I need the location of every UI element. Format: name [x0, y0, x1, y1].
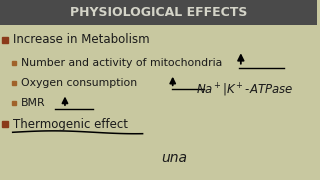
Text: BMR: BMR	[20, 98, 45, 108]
FancyBboxPatch shape	[0, 0, 317, 25]
Text: Increase in Metabolism: Increase in Metabolism	[13, 33, 149, 46]
Text: PHYSIOLOGICAL EFFECTS: PHYSIOLOGICAL EFFECTS	[70, 6, 247, 19]
Text: Na$^+$|K$^+$-ATPase: Na$^+$|K$^+$-ATPase	[196, 81, 294, 99]
Text: Number and activity of mitochondria: Number and activity of mitochondria	[20, 58, 222, 68]
Text: una: una	[161, 151, 187, 165]
Text: Oxygen consumption: Oxygen consumption	[20, 78, 137, 88]
Text: Thermogenic effect: Thermogenic effect	[13, 118, 128, 131]
